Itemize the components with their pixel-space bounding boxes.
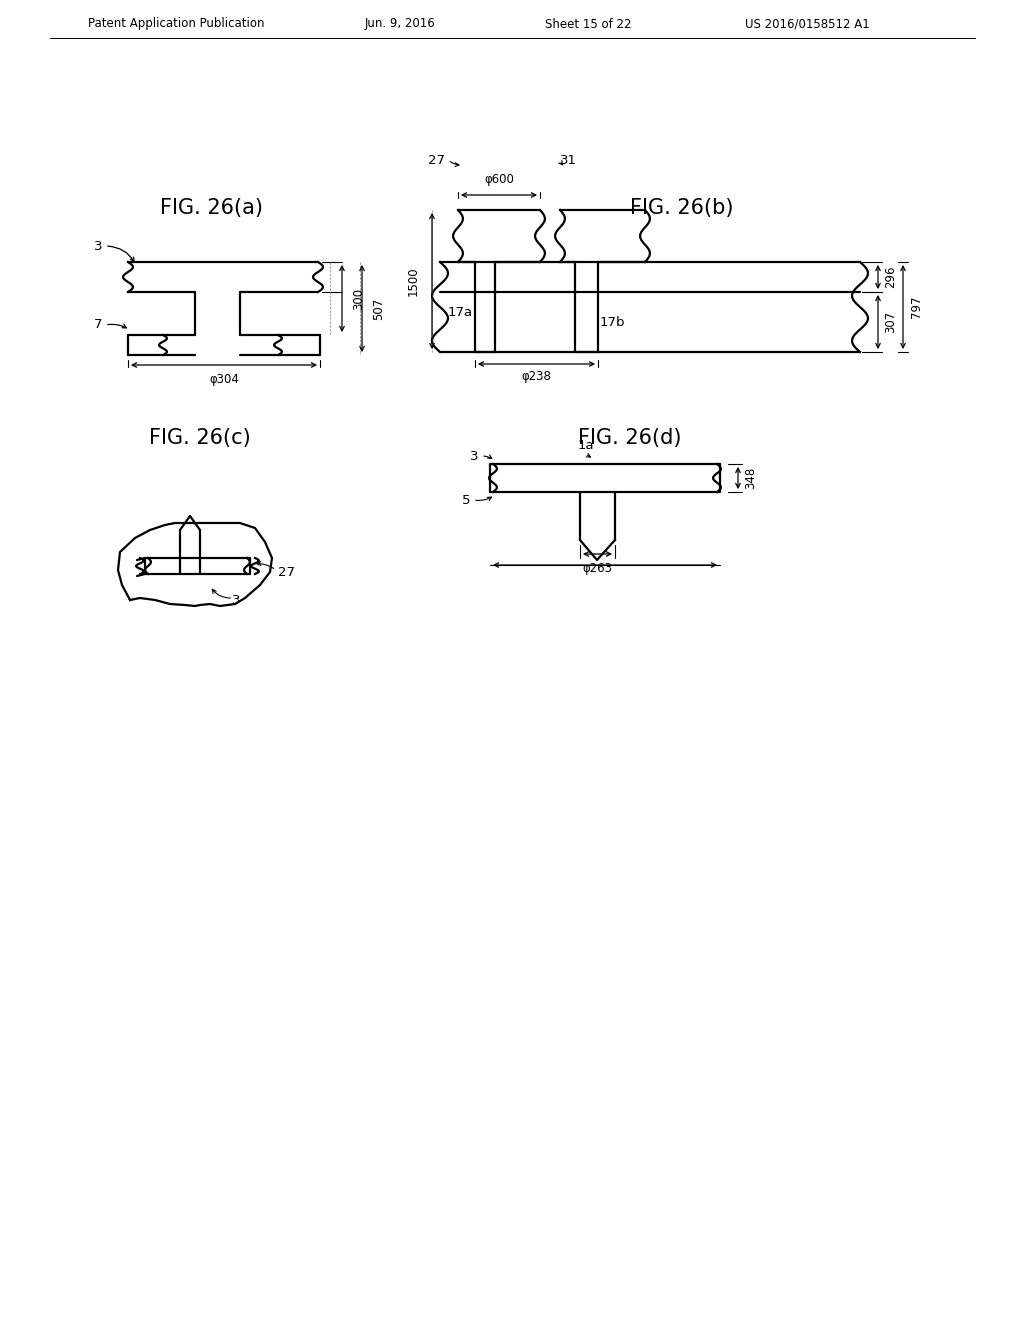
Text: FIG. 26(b): FIG. 26(b) <box>630 198 734 218</box>
Text: 307: 307 <box>884 312 897 333</box>
Text: 7: 7 <box>93 318 102 331</box>
Text: 296: 296 <box>884 265 897 288</box>
Text: 3: 3 <box>232 594 241 606</box>
Text: 348: 348 <box>744 467 757 490</box>
Text: 3: 3 <box>469 450 478 462</box>
Text: 300: 300 <box>352 288 365 310</box>
Text: US 2016/0158512 A1: US 2016/0158512 A1 <box>745 17 869 30</box>
Text: 5: 5 <box>462 494 470 507</box>
Text: Patent Application Publication: Patent Application Publication <box>88 17 264 30</box>
Text: Sheet 15 of 22: Sheet 15 of 22 <box>545 17 632 30</box>
Text: φ263: φ263 <box>583 562 612 576</box>
Text: 797: 797 <box>910 296 923 318</box>
Text: 27: 27 <box>428 153 445 166</box>
Text: 1500: 1500 <box>407 267 420 296</box>
Text: 27: 27 <box>278 565 295 578</box>
Text: φ304: φ304 <box>209 374 239 385</box>
Text: FIG. 26(c): FIG. 26(c) <box>150 428 251 447</box>
Text: FIG. 26(a): FIG. 26(a) <box>161 198 263 218</box>
Text: 3: 3 <box>93 239 102 252</box>
Text: 17a: 17a <box>449 305 473 318</box>
Text: φ238: φ238 <box>521 370 552 383</box>
Text: 17b: 17b <box>600 315 626 329</box>
Text: φ600: φ600 <box>484 173 514 186</box>
Text: 507: 507 <box>372 297 385 319</box>
Text: Jun. 9, 2016: Jun. 9, 2016 <box>365 17 436 30</box>
Text: 1a: 1a <box>578 440 595 451</box>
Text: FIG. 26(d): FIG. 26(d) <box>579 428 682 447</box>
Text: 31: 31 <box>560 153 577 166</box>
